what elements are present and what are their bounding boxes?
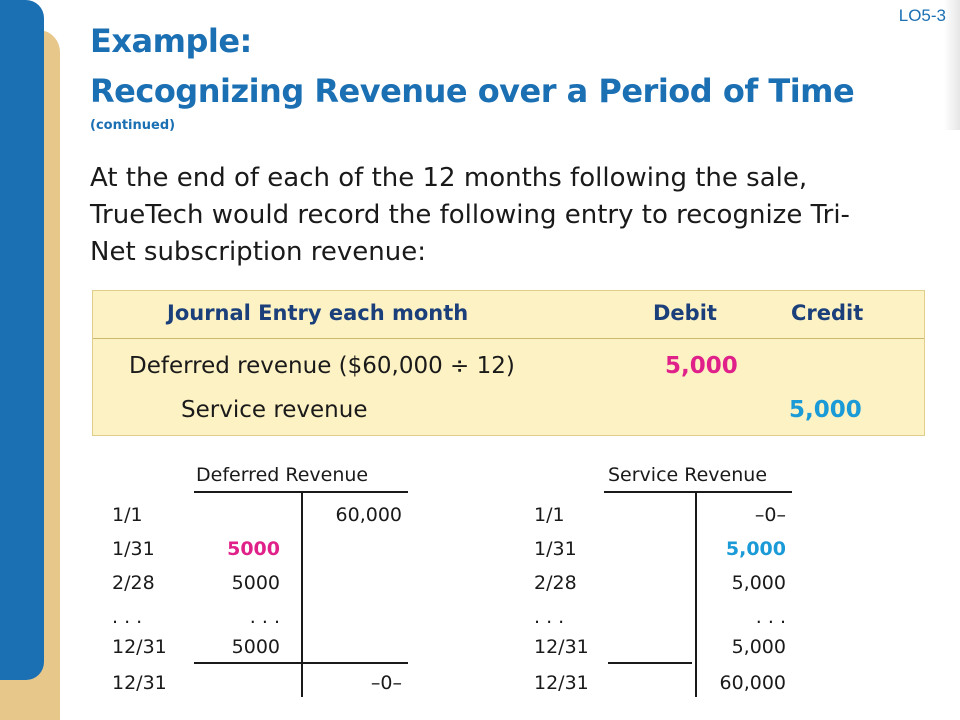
journal-credit-account: Service revenue	[181, 397, 368, 423]
ledger-row: . . . . . .	[108, 606, 408, 636]
ledger-credit: 5,000	[731, 572, 786, 594]
t-account-total-line	[608, 662, 692, 664]
ledger-credit: –0–	[754, 504, 786, 526]
journal-credit-amount: 5,000	[789, 397, 862, 423]
ledger-credit: 5,000	[731, 636, 786, 658]
ledger-row: . . . . . .	[530, 606, 792, 636]
journal-divider	[93, 338, 924, 339]
ledger-row: 12/31 –0–	[108, 672, 408, 702]
t-account-total-line	[194, 662, 408, 664]
t-account-title: Service Revenue	[608, 464, 768, 486]
slide-title-line-2: Recognizing Revenue over a Period of Tim…	[90, 72, 855, 110]
ledger-row: 2/28 5,000	[530, 572, 792, 602]
ledger-debit: . . .	[249, 606, 280, 628]
ledger-date: 2/28	[534, 572, 577, 594]
ledger-row: 1/31 5000	[108, 538, 408, 568]
right-edge-shadow	[944, 0, 960, 130]
ledger-row: 12/31 60,000	[530, 672, 792, 702]
t-account-title: Deferred Revenue	[196, 464, 369, 486]
ledger-credit: 60,000	[335, 504, 402, 526]
ledger-date: 12/31	[112, 672, 167, 694]
continued-label: (continued)	[90, 118, 176, 133]
ledger-date: 1/31	[112, 538, 155, 560]
ledger-row: 1/1 60,000	[108, 504, 408, 534]
ledger-date: 12/31	[534, 672, 589, 694]
ledger-date: . . .	[534, 606, 565, 628]
ledger-date: 1/1	[112, 504, 143, 526]
journal-entry-box: Journal Entry each month Debit Credit De…	[92, 290, 925, 436]
left-accent-blue-bar	[0, 0, 44, 680]
ledger-date: 12/31	[112, 636, 167, 658]
ledger-date: 1/31	[534, 538, 577, 560]
deferred-revenue-t-account: Deferred Revenue 1/1 60,000 1/31 5000 2/…	[108, 462, 408, 702]
ledger-date: 2/28	[112, 572, 155, 594]
learning-objective-tag: LO5-3	[898, 6, 946, 25]
t-account-center-line	[695, 491, 697, 697]
ledger-credit: 60,000	[719, 672, 786, 694]
ledger-row: 1/31 5,000	[530, 538, 792, 568]
journal-header-credit: Credit	[791, 301, 864, 325]
t-account-top-line	[604, 491, 792, 493]
body-paragraph: At the end of each of the 12 months foll…	[90, 163, 850, 267]
ledger-row: 1/1 –0–	[530, 504, 792, 534]
ledger-row: 12/31 5000	[108, 636, 408, 666]
ledger-credit: –0–	[370, 672, 402, 694]
t-account-center-line	[301, 491, 303, 697]
ledger-debit-highlight: 5000	[227, 538, 280, 560]
ledger-debit: 5000	[231, 572, 280, 594]
service-revenue-t-account: Service Revenue 1/1 –0– 1/31 5,000 2/28 …	[530, 462, 792, 702]
ledger-date: 12/31	[534, 636, 589, 658]
journal-header-debit: Debit	[653, 301, 717, 325]
journal-header-title: Journal Entry each month	[167, 301, 469, 325]
ledger-row: 2/28 5000	[108, 572, 408, 602]
journal-debit-amount: 5,000	[665, 353, 738, 379]
slide-title-line-1: Example:	[90, 22, 252, 60]
ledger-row: 12/31 5,000	[530, 636, 792, 666]
ledger-credit-highlight: 5,000	[725, 538, 786, 560]
ledger-debit: 5000	[231, 636, 280, 658]
ledger-date: 1/1	[534, 504, 565, 526]
ledger-credit: . . .	[755, 606, 786, 628]
ledger-date: . . .	[112, 606, 143, 628]
journal-debit-account: Deferred revenue ($60,000 ÷ 12)	[129, 353, 515, 379]
